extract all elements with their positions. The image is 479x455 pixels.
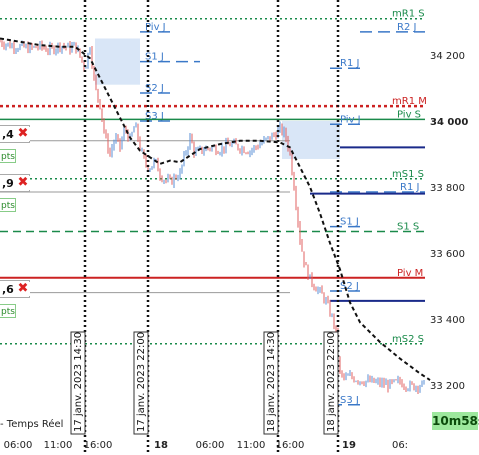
session-marker-label: 17 janv. 2023 22:00 — [136, 332, 147, 432]
y-tick-label: 33 400 — [430, 315, 465, 326]
session-marker-label: 18 janv. 2023 14:30 — [266, 332, 277, 432]
range-box — [95, 38, 140, 85]
y-tick-label: 34 000 — [430, 117, 468, 128]
y-tick-label: 33 800 — [430, 183, 465, 194]
x-tick-label: 16:00 — [276, 440, 305, 451]
order-1-tag: pts — [0, 149, 16, 163]
level-label: R1 J — [400, 182, 419, 193]
level-label: S2 J — [145, 83, 164, 94]
session-marker-box — [70, 331, 86, 435]
level-label: Piv S — [397, 109, 421, 120]
order-3-tag: pts — [0, 304, 16, 318]
level-label: S2 J — [340, 281, 359, 292]
countdown-timer: 10m58s — [432, 412, 479, 430]
close-icon[interactable]: ✖ — [16, 281, 30, 296]
close-icon[interactable]: ✖ — [16, 126, 30, 141]
level-label: S1 S — [397, 222, 419, 233]
order-2-tag: pts — [0, 198, 16, 212]
session-marker-box — [323, 331, 339, 435]
x-tick-label: 06:00 — [4, 440, 33, 451]
level-label: mR1 S — [392, 9, 425, 20]
x-tick-label: 06:00 — [196, 440, 225, 451]
y-tick-label: 33 600 — [430, 249, 465, 260]
session-marker-box — [133, 331, 149, 435]
level-label: S3 J — [145, 111, 164, 122]
x-tick-label: 11:00 — [237, 440, 266, 451]
level-label: S3 J — [340, 395, 359, 406]
level-label: Piv J — [340, 114, 361, 125]
level-label: S1 J — [145, 52, 164, 63]
level-label: Piv J — [145, 22, 166, 33]
realtime-label: - Temps Réel — [0, 419, 64, 430]
x-tick-label: 19 — [342, 440, 356, 451]
y-tick-label: 34 200 — [430, 51, 465, 62]
range-box — [282, 121, 340, 159]
session-marker-label: 18 janv. 2023 22:00 — [326, 332, 337, 432]
x-tick-label: 11:00 — [44, 440, 73, 451]
level-label: S1 J — [340, 217, 359, 228]
level-label: mR1 M — [392, 96, 427, 107]
x-tick-label: 18 — [154, 440, 168, 451]
session-marker-box — [263, 331, 279, 435]
close-icon[interactable]: ✖ — [16, 175, 30, 190]
level-label: R1 J — [340, 58, 359, 69]
moving-average-line — [0, 37, 431, 381]
x-tick-label: 16:00 — [84, 440, 113, 451]
session-marker-label: 17 janv. 2023 14:30 — [73, 332, 84, 432]
level-label: mS2 S — [392, 334, 424, 345]
level-label: Piv M — [397, 268, 423, 279]
level-label: R2 J — [397, 22, 416, 33]
y-tick-label: 33 200 — [430, 381, 465, 392]
x-tick-label: 06: — [392, 440, 408, 451]
level-label: mS1 S — [392, 169, 424, 180]
